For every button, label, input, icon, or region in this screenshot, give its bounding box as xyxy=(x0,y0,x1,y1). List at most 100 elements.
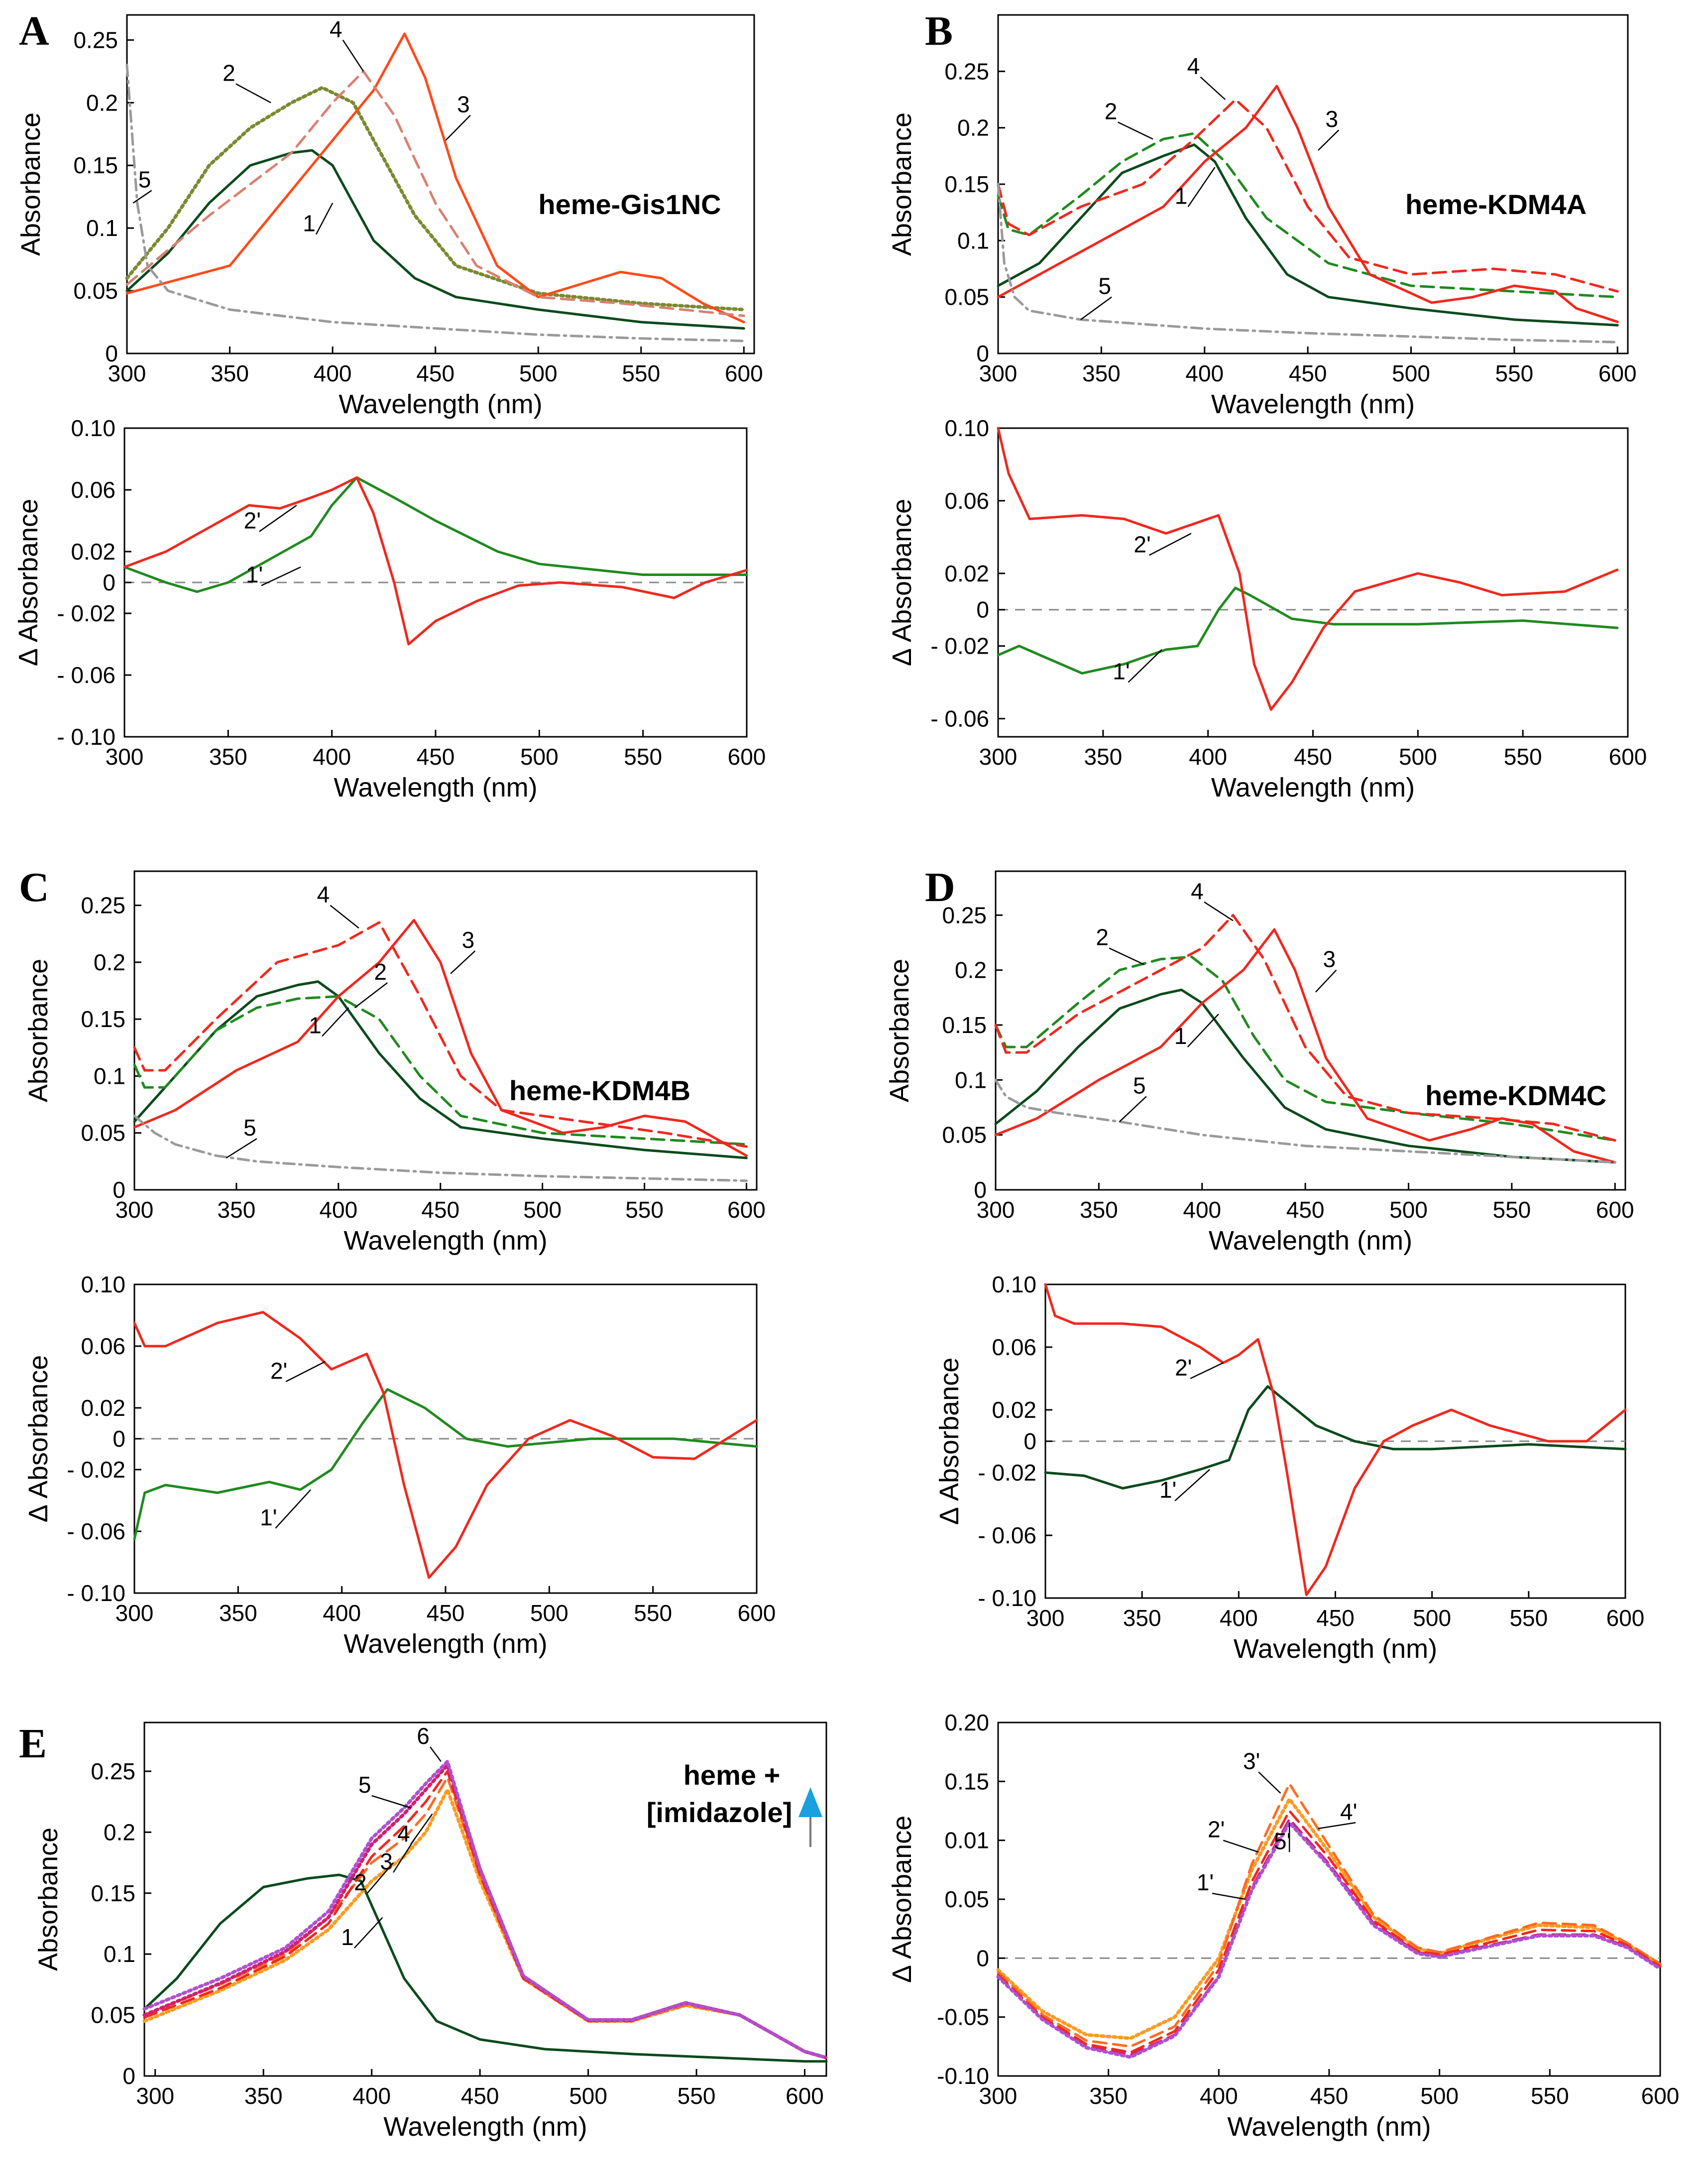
x-tick-label: 350 xyxy=(218,1197,256,1223)
x-tick-label: 450 xyxy=(427,1600,465,1626)
x-tick-label: 400 xyxy=(1220,1605,1258,1631)
x-tick-label: 600 xyxy=(1606,1605,1645,1631)
x-tick-label: 350 xyxy=(209,744,247,770)
y-axis-label: Absorbance xyxy=(887,113,917,256)
leader-line xyxy=(430,1746,442,1762)
x-tick-label: 550 xyxy=(1495,360,1534,386)
x-tick-label: 450 xyxy=(461,2083,499,2109)
x-tick-label: 300 xyxy=(115,1600,154,1626)
y-axis-label: Absorbance xyxy=(23,959,53,1102)
series-line-5 xyxy=(125,64,745,343)
x-tick-label: 400 xyxy=(314,360,352,386)
series-line-2p xyxy=(996,1797,1662,2040)
series-line-1 xyxy=(143,1873,828,2063)
y-tick-label: 0.25 xyxy=(91,1758,135,1784)
panel-letter: A xyxy=(19,8,49,54)
leader-line xyxy=(1187,167,1216,208)
x-axis-label: Wavelength (nm) xyxy=(1209,1226,1412,1256)
y-tick-label: 0.15 xyxy=(944,171,989,197)
y-tick-label: 0 xyxy=(103,570,115,595)
y-tick-label: - 0.10 xyxy=(67,1580,125,1606)
y-tick-label: 0.25 xyxy=(81,893,125,919)
curve-label-1p: 1' xyxy=(260,1504,277,1530)
series-line-4 xyxy=(133,921,748,1148)
series-line-4 xyxy=(994,914,1616,1142)
curve-label-4: 4 xyxy=(1191,878,1204,904)
y-axis-label: Absorbance xyxy=(16,113,46,256)
x-tick-label: 400 xyxy=(352,2083,391,2109)
y-tick-label: - 0.02 xyxy=(57,600,115,626)
x-tick-label: 600 xyxy=(1598,360,1637,386)
leader-line xyxy=(315,203,334,235)
series-line-1p xyxy=(1044,1385,1627,1490)
chart-title: heme-KDM4C xyxy=(1425,1080,1606,1111)
y-tick-label: - 0.06 xyxy=(67,1518,125,1544)
x-tick-label: 600 xyxy=(1641,2083,1680,2109)
x-tick-label: 350 xyxy=(211,360,249,386)
y-tick-label: 0.06 xyxy=(81,1333,125,1359)
y-axis-label: Absorbance xyxy=(885,959,914,1102)
leader-line xyxy=(1174,1469,1210,1501)
y-tick-label: 0.1 xyxy=(955,1067,987,1093)
leader-line xyxy=(261,566,301,586)
x-tick-label: 400 xyxy=(1200,2083,1238,2109)
chart-title: heme-KDM4A xyxy=(1405,189,1587,220)
x-axis-label: Wavelength (nm) xyxy=(383,2112,587,2142)
chart-title: heme + xyxy=(683,1759,781,1791)
leader-line xyxy=(330,905,359,929)
x-tick-label: 450 xyxy=(421,1197,459,1223)
x-tick-label: 500 xyxy=(569,2083,607,2109)
series-line-3 xyxy=(133,919,748,1157)
leader-line xyxy=(371,1795,411,1809)
series-line-2 xyxy=(997,132,1619,299)
arrow-up-icon xyxy=(798,1787,822,1817)
x-tick-label: 450 xyxy=(416,360,454,386)
y-tick-label: 0.15 xyxy=(91,1880,135,1906)
y-tick-label: 0.25 xyxy=(942,902,987,928)
y-tick-label: 0.1 xyxy=(86,215,118,241)
x-tick-label: 600 xyxy=(728,744,766,770)
panel-letter: D xyxy=(925,864,955,911)
y-tick-label: 0 xyxy=(113,1177,125,1203)
panel-letter: C xyxy=(19,864,49,911)
leader-line xyxy=(1204,901,1234,921)
curve-label-3: 3 xyxy=(462,927,475,953)
plot-frame xyxy=(133,870,758,1191)
series-line-4 xyxy=(125,70,745,317)
curve-label-4: 4 xyxy=(397,1821,410,1846)
y-tick-label: 0.10 xyxy=(71,415,115,441)
x-tick-label: 500 xyxy=(523,1197,562,1223)
y-tick-label: - 0.06 xyxy=(978,1522,1036,1548)
chart-E-diff: 300 350 400 450 500 550 600 -0.10 -0.05 0 0.05 0.01… xyxy=(887,1710,1679,2142)
x-tick-label: 550 xyxy=(1504,744,1542,770)
y-tick-label: 0.01 xyxy=(944,1828,989,1853)
y-tick-label: 0.25 xyxy=(944,58,989,84)
series-line-4p xyxy=(997,1810,1662,2054)
y-tick-label: 0.15 xyxy=(73,152,118,178)
x-tick-label: 500 xyxy=(520,744,559,770)
curve-label-1p: 1' xyxy=(1159,1477,1176,1503)
x-tick-label: 400 xyxy=(1185,360,1224,386)
series-line-2p xyxy=(123,476,748,646)
plot-frame xyxy=(997,14,1629,354)
x-tick-label: 300 xyxy=(115,1197,154,1223)
plot-frame xyxy=(997,1722,1661,2077)
x-tick-label: 350 xyxy=(1084,744,1122,770)
chart-C-abs: 300 350 400 450 500 550 600 0 0.05 0.1 0.15 0.2 0.25… xyxy=(19,864,766,1256)
y-tick-label: 0 xyxy=(974,1177,987,1203)
y-tick-label: 0.2 xyxy=(104,1819,135,1845)
x-tick-label: 300 xyxy=(108,360,146,386)
y-tick-label: 0 xyxy=(105,341,118,366)
series-line-2 xyxy=(133,995,748,1146)
series-line-1 xyxy=(994,988,1616,1164)
plot-frame xyxy=(997,427,1629,738)
y-tick-label: 0 xyxy=(976,597,989,623)
y-tick-label: 0.1 xyxy=(94,1063,125,1089)
curve-label-2p: 2' xyxy=(1208,1817,1225,1842)
leader-line xyxy=(1109,947,1145,965)
x-tick-label: 500 xyxy=(1413,1605,1451,1631)
leader-line xyxy=(1212,1892,1246,1900)
x-tick-label: 600 xyxy=(738,1600,776,1626)
leader-line xyxy=(445,115,471,141)
